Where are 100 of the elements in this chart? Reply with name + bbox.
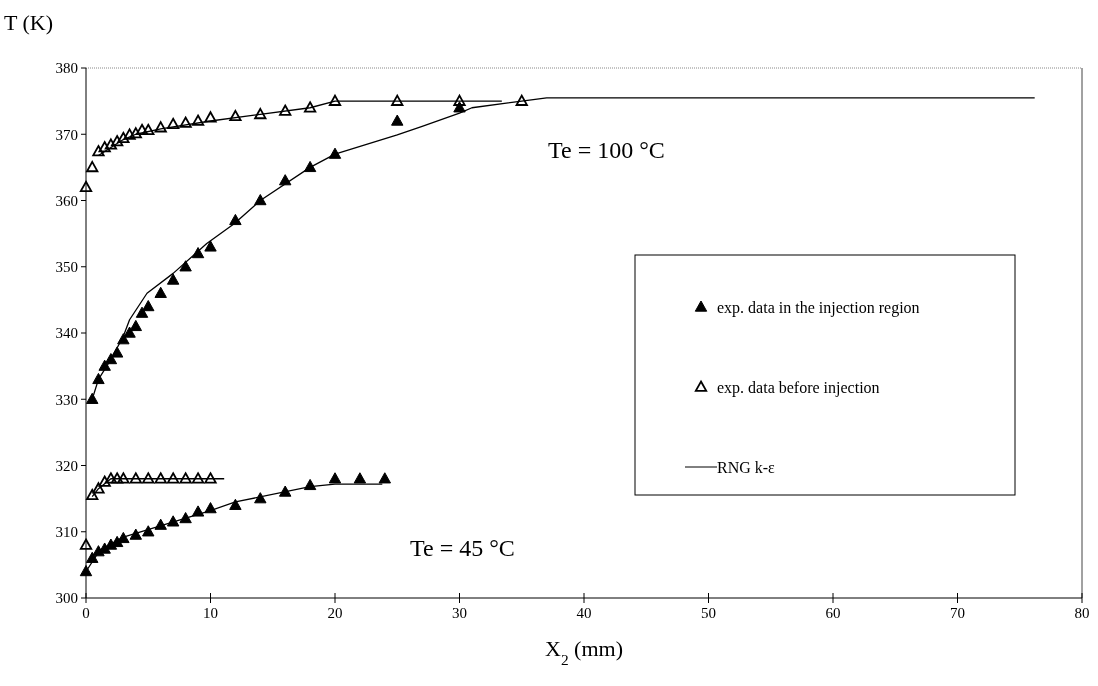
point: [328, 472, 342, 484]
point: [79, 565, 93, 577]
point: [229, 213, 242, 226]
legend-label: exp. data in the injection region: [717, 298, 920, 317]
point: [154, 518, 167, 530]
y-tick-label: 380: [55, 60, 78, 77]
point: [254, 107, 267, 120]
point: [92, 482, 105, 494]
point: [179, 116, 192, 128]
x-tick-label: 20: [327, 605, 343, 621]
point: [129, 319, 142, 332]
point: [179, 512, 192, 524]
legend-label: exp. data before injection: [717, 378, 880, 397]
point: [191, 247, 205, 259]
point: [86, 392, 99, 404]
point: [254, 492, 267, 504]
point: [123, 128, 136, 140]
point: [92, 145, 105, 157]
y-tick-label: 320: [55, 457, 78, 474]
point: [142, 472, 155, 484]
point: [142, 300, 155, 312]
point: [117, 472, 130, 484]
point: [154, 121, 167, 133]
x-tick-label: 80: [1074, 605, 1090, 621]
point: [378, 472, 391, 484]
x-tick-label: 60: [825, 605, 841, 621]
point: [204, 240, 217, 252]
point: [328, 147, 342, 159]
x-tick-label: 70: [950, 605, 965, 621]
point: [104, 353, 118, 365]
point: [229, 498, 242, 510]
legend-label: RNG k-ε: [717, 458, 776, 476]
point: [98, 359, 111, 371]
point: [204, 111, 217, 123]
y-tick-label: 360: [55, 192, 78, 209]
x-tick-label: 0: [82, 605, 90, 621]
y-axis-title: T (K): [4, 10, 54, 35]
point: [117, 131, 130, 143]
point: [129, 528, 142, 540]
point: [154, 286, 167, 298]
point: [166, 515, 180, 527]
point: [154, 472, 167, 484]
point: [129, 127, 142, 139]
annotation: Te = 45 °C: [410, 535, 515, 562]
point: [229, 109, 242, 122]
point: [129, 472, 142, 484]
x-axis-title: X$_{2}$ (mm): [545, 636, 623, 668]
point: [123, 326, 136, 338]
point: [179, 472, 192, 484]
point: [167, 472, 180, 484]
y-tick-label: 310: [55, 524, 78, 540]
point: [515, 94, 528, 106]
point: [279, 174, 292, 186]
point: [303, 478, 317, 491]
point: [279, 104, 292, 116]
point: [191, 472, 205, 484]
point: [79, 180, 93, 192]
point: [110, 346, 124, 358]
y-tick-label: 330: [55, 391, 78, 408]
point: [167, 117, 180, 130]
point: [142, 123, 155, 136]
point: [135, 123, 149, 136]
x-tick-label: 30: [452, 605, 467, 621]
point: [86, 160, 99, 173]
point: [111, 472, 124, 484]
y-tick-label: 340: [55, 325, 78, 342]
point: [98, 475, 111, 487]
point: [391, 114, 404, 126]
annotation: Te = 100 °C: [548, 137, 665, 164]
point: [179, 260, 192, 272]
point: [254, 194, 267, 206]
point: [204, 502, 217, 514]
point: [191, 505, 205, 517]
y-tick-label: 300: [55, 590, 78, 607]
point: [111, 135, 124, 147]
point: [98, 141, 111, 153]
point: [117, 333, 130, 345]
x-tick-label: 50: [701, 605, 716, 621]
point: [279, 485, 292, 497]
point: [86, 488, 99, 501]
y-tick-label: 370: [55, 126, 78, 143]
point: [303, 160, 317, 173]
point: [204, 472, 217, 484]
x-tick-label: 40: [576, 605, 592, 621]
point: [104, 138, 118, 150]
x-tick-label: 10: [203, 605, 218, 621]
point: [391, 94, 404, 106]
point: [453, 94, 466, 106]
point: [86, 551, 99, 563]
y-tick-label: 350: [55, 259, 78, 275]
point: [328, 94, 342, 106]
point: [104, 472, 118, 484]
point: [79, 538, 93, 550]
point: [191, 114, 205, 126]
point: [135, 306, 149, 318]
point: [353, 472, 367, 484]
point: [142, 525, 155, 537]
point: [303, 101, 317, 113]
point: [166, 273, 180, 285]
point: [92, 372, 105, 385]
